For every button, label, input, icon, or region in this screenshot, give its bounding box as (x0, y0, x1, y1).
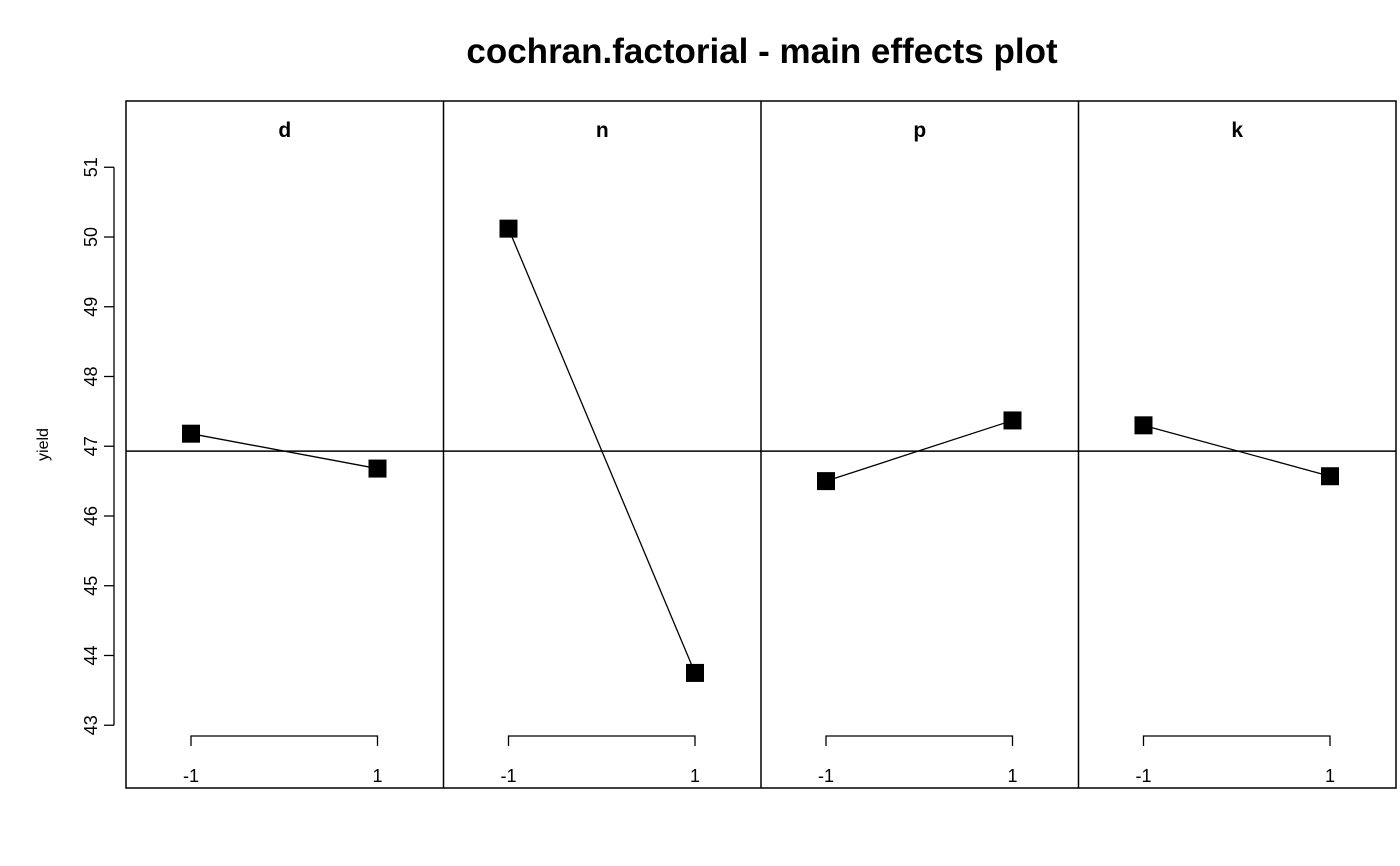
x-tick-label: -1 (818, 766, 834, 786)
y-axis: 43 44 45 46 47 48 49 50 51 yield (35, 157, 115, 735)
data-point (817, 472, 835, 491)
x-tick-label: -1 (183, 766, 199, 786)
x-tick-label: 1 (1325, 766, 1335, 786)
data-point (686, 663, 704, 682)
y-tick-label: 49 (81, 297, 101, 317)
panel-label-p: p (913, 119, 926, 142)
x-axis-bracket (190, 735, 379, 746)
panel-p: p -1 1 (817, 119, 1022, 786)
y-tick-label: 45 (81, 576, 101, 596)
panel-label-n: n (596, 119, 609, 142)
panel-label-k: k (1231, 119, 1243, 142)
panel-label-d: d (278, 119, 291, 142)
y-axis-title: yield (35, 428, 52, 461)
data-point (499, 219, 518, 238)
y-tick-label: 48 (81, 366, 101, 386)
y-tick-label: 44 (81, 645, 101, 665)
plot-frame (125, 100, 1397, 789)
panel-n: n -1 1 (499, 119, 704, 786)
x-tick-label: -1 (1135, 766, 1151, 786)
panel-k: k -1 1 (1134, 119, 1339, 786)
x-axis-bracket (507, 735, 696, 746)
x-tick-label: -1 (500, 766, 516, 786)
data-point (182, 424, 200, 443)
x-tick-label: 1 (372, 766, 382, 786)
y-tick-label: 47 (81, 436, 101, 456)
data-point (1321, 467, 1339, 486)
panel-d: d -1 1 (182, 119, 387, 786)
x-axis-bracket (825, 735, 1014, 746)
y-tick-label: 50 (81, 227, 101, 247)
y-tick-label: 43 (81, 715, 101, 735)
data-point (1134, 416, 1153, 435)
panels-area: d -1 1 n -1 1 p -1 1 k -1 1 (182, 119, 1339, 786)
y-tick-label: 51 (81, 157, 101, 177)
x-tick-label: 1 (690, 766, 700, 786)
x-tick-label: 1 (1007, 766, 1017, 786)
y-tick-label: 46 (81, 506, 101, 526)
data-point (368, 459, 387, 478)
x-axis-bracket (1142, 735, 1331, 746)
data-point (1003, 411, 1022, 430)
chart-title: cochran.factorial - main effects plot (466, 32, 1058, 71)
